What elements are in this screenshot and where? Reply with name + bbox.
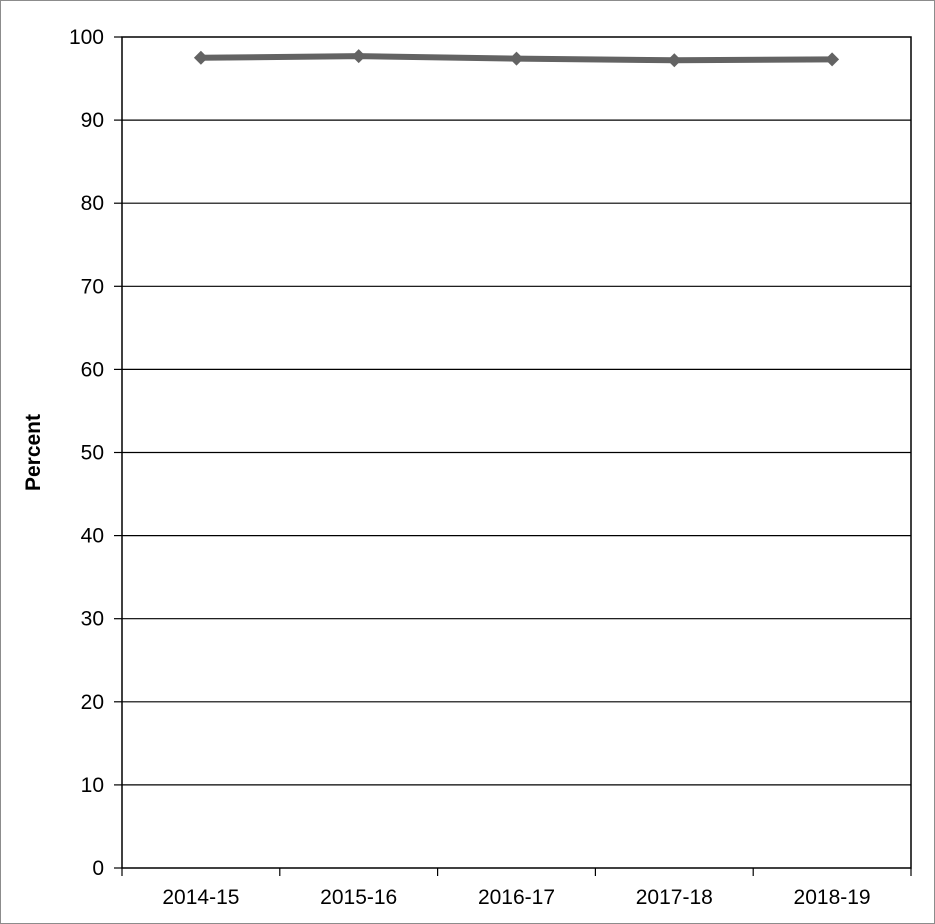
y-tick-label-40: 40 xyxy=(81,525,104,548)
series-group xyxy=(193,49,840,68)
y-tick-label-50: 50 xyxy=(81,442,104,465)
y-tick-label-20: 20 xyxy=(81,691,104,714)
data-point-2018-19 xyxy=(825,52,840,67)
y-tick-label-10: 10 xyxy=(81,774,104,797)
y-tick-label-80: 80 xyxy=(81,192,104,215)
y-tick-label-0: 0 xyxy=(92,857,104,880)
y-tick-label-60: 60 xyxy=(81,358,104,381)
data-point-2016-17 xyxy=(509,51,524,66)
y-axis-ticks: 0 10 20 30 40 50 60 70 80 90 100 xyxy=(69,26,122,880)
y-tick-label-70: 70 xyxy=(81,275,104,298)
data-point-2014-15 xyxy=(193,50,208,65)
x-axis-ticks: 2014-15 2015-16 2016-17 2017-18 2018-19 xyxy=(121,868,912,909)
y-tick-label-100: 100 xyxy=(69,26,104,49)
x-tick-label-2015-16: 2015-16 xyxy=(320,886,397,909)
gridlines xyxy=(122,119,911,786)
x-tick-label-2017-18: 2017-18 xyxy=(636,886,713,909)
x-tick-label-2014-15: 2014-15 xyxy=(162,886,239,909)
data-point-2017-18 xyxy=(667,53,682,68)
y-tick-label-30: 30 xyxy=(81,608,104,631)
data-point-2015-16 xyxy=(351,49,366,64)
y-axis-label: Percent xyxy=(22,414,45,491)
x-tick-label-2016-17: 2016-17 xyxy=(478,886,555,909)
x-tick-label-2018-19: 2018-19 xyxy=(794,886,871,909)
y-tick-label-90: 90 xyxy=(81,109,104,132)
